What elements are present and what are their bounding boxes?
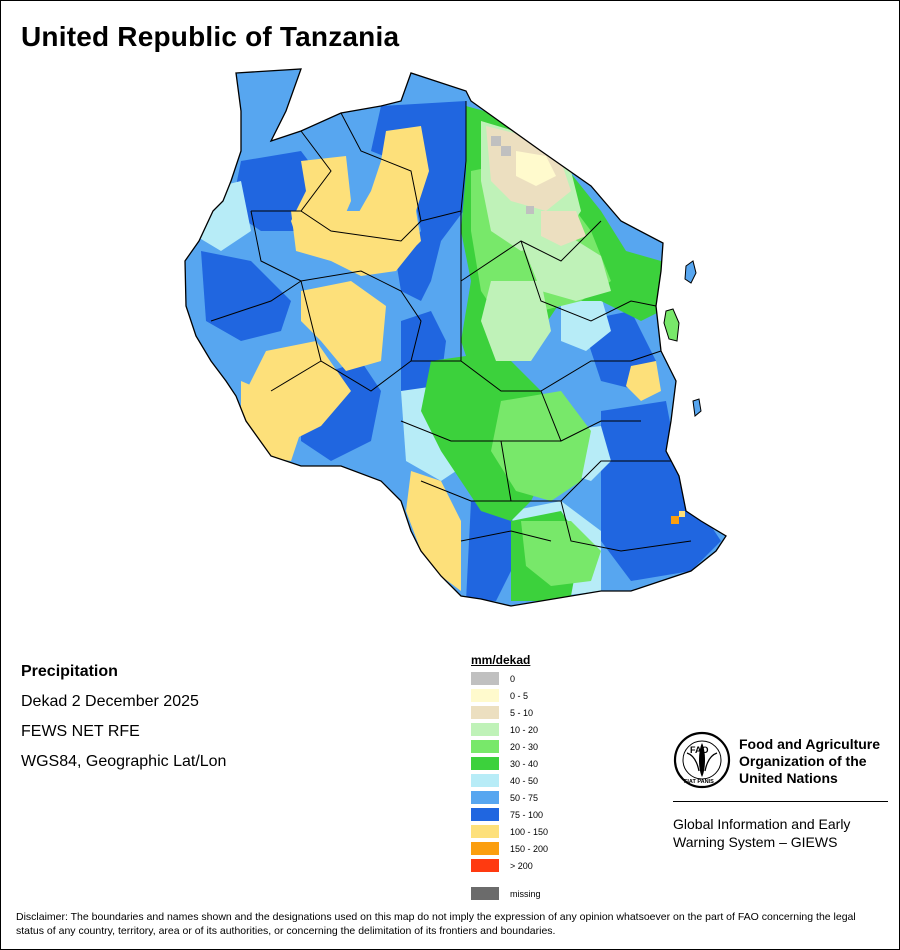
pemba-island xyxy=(684,260,697,284)
legend-item: 150 - 200 xyxy=(471,840,548,857)
legend-label: 0 xyxy=(510,673,516,684)
logo-motto: FIAT PANIS xyxy=(684,779,714,785)
organization-name: Food and Agriculture Organization of the… xyxy=(739,736,880,787)
legend-label: 10 - 20 xyxy=(510,724,539,735)
legend-label: > 200 xyxy=(510,860,533,871)
organization-name-line: United Nations xyxy=(739,770,838,786)
legend: mm/dekad 0 0 - 5 5 - 10 10 - 20 20 - 30 30 - … xyxy=(471,653,548,902)
legend-label: 75 - 100 xyxy=(510,809,544,820)
period-label: Dekad 2 December 2025 xyxy=(21,693,199,710)
mafia-island xyxy=(692,398,702,417)
logo-letters: FAO xyxy=(690,745,709,755)
logo-divider xyxy=(673,801,888,802)
legend-label: 40 - 50 xyxy=(510,775,539,786)
legend-item: 0 xyxy=(471,670,548,687)
legend-label: 30 - 40 xyxy=(510,758,539,769)
legend-label: 50 - 75 xyxy=(510,792,539,803)
projection-label: WGS84, Geographic Lat/Lon xyxy=(21,753,227,770)
legend-item: > 200 xyxy=(471,857,548,874)
legend-label: missing xyxy=(510,888,541,899)
legend-swatch xyxy=(471,859,499,872)
legend-label: 150 - 200 xyxy=(510,843,549,854)
legend-swatch xyxy=(471,706,499,719)
legend-swatch xyxy=(471,723,499,736)
map-title: United Republic of Tanzania xyxy=(21,21,400,52)
region-boundaries xyxy=(210,101,692,552)
zanzibar-island xyxy=(663,308,680,342)
organization-name-line: Food and Agriculture xyxy=(739,736,881,752)
legend-item: 50 - 75 xyxy=(471,789,548,806)
legend-swatch xyxy=(471,740,499,753)
legend-item: 75 - 100 xyxy=(471,806,548,823)
organization-name-line: Organization of the xyxy=(739,753,867,769)
legend-item: 10 - 20 xyxy=(471,721,548,738)
legend-title: mm/dekad xyxy=(471,653,531,667)
fao-logo: FAO FIAT PANIS xyxy=(673,731,731,789)
variable-label: Precipitation xyxy=(21,663,118,680)
legend-swatch xyxy=(471,689,499,702)
giews-line: Global Information and Early xyxy=(673,816,851,832)
legend-swatch xyxy=(471,791,499,804)
giews-name: Global Information and Early Warning Sys… xyxy=(673,815,850,851)
legend-swatch xyxy=(471,842,499,855)
legend-label: 5 - 10 xyxy=(510,707,534,718)
map-info: Precipitation Dekad 2 December 2025 FEWS… xyxy=(21,657,226,777)
giews-line: Warning System – GIEWS xyxy=(673,834,838,850)
source-label: FEWS NET RFE xyxy=(21,723,140,740)
legend-item: 40 - 50 xyxy=(471,772,548,789)
legend-item: 5 - 10 xyxy=(471,704,548,721)
legend-item: 0 - 5 xyxy=(471,687,548,704)
legend-item: 100 - 150 xyxy=(471,823,548,840)
legend-swatch xyxy=(471,757,499,770)
legend-label: 0 - 5 xyxy=(510,690,529,701)
legend-label: 100 - 150 xyxy=(510,826,549,837)
legend-label: 20 - 30 xyxy=(510,741,539,752)
precipitation-map xyxy=(184,68,727,607)
legend-item: 30 - 40 xyxy=(471,755,548,772)
disclaimer: Disclaimer: The boundaries and names sho… xyxy=(16,911,856,937)
legend-swatch xyxy=(471,808,499,821)
legend-swatch xyxy=(471,672,499,685)
legend-item-missing: missing xyxy=(471,885,548,902)
legend-swatch xyxy=(471,774,499,787)
legend-item: 20 - 30 xyxy=(471,738,548,755)
legend-swatch xyxy=(471,887,499,900)
legend-swatch xyxy=(471,825,499,838)
